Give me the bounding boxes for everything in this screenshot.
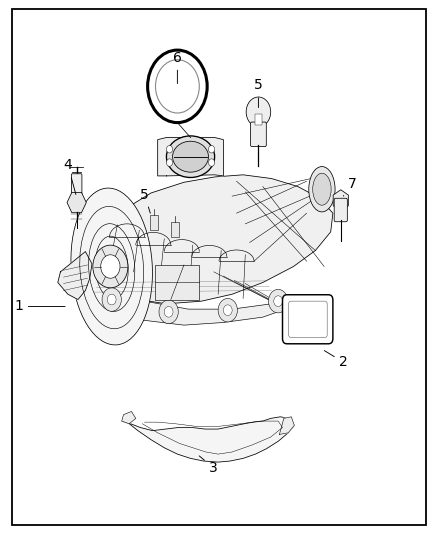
Circle shape <box>223 305 232 316</box>
Text: 3: 3 <box>199 456 218 475</box>
Text: 4: 4 <box>64 158 76 195</box>
Text: 6: 6 <box>173 51 182 84</box>
Text: 2: 2 <box>324 351 348 369</box>
FancyBboxPatch shape <box>289 301 327 337</box>
FancyBboxPatch shape <box>71 174 82 196</box>
FancyBboxPatch shape <box>251 122 266 147</box>
Circle shape <box>166 146 173 153</box>
Polygon shape <box>122 417 294 462</box>
Polygon shape <box>81 274 289 325</box>
Polygon shape <box>122 411 136 424</box>
Circle shape <box>274 296 283 306</box>
Circle shape <box>102 288 121 311</box>
Circle shape <box>208 146 215 153</box>
Text: 1: 1 <box>14 300 65 313</box>
Circle shape <box>164 306 173 317</box>
Circle shape <box>218 298 237 322</box>
Circle shape <box>166 159 173 166</box>
Bar <box>150 215 158 230</box>
Text: 5: 5 <box>254 78 263 108</box>
Ellipse shape <box>313 173 331 205</box>
Circle shape <box>208 159 215 166</box>
Text: 7: 7 <box>343 177 357 196</box>
Circle shape <box>268 289 288 313</box>
FancyBboxPatch shape <box>283 295 333 344</box>
Ellipse shape <box>71 188 152 345</box>
Text: 5: 5 <box>140 188 150 213</box>
Circle shape <box>93 245 128 288</box>
Bar <box>171 222 179 237</box>
Polygon shape <box>79 175 333 304</box>
Bar <box>155 265 199 300</box>
Bar <box>255 114 262 125</box>
Circle shape <box>148 50 207 123</box>
Circle shape <box>107 294 116 305</box>
Polygon shape <box>279 417 294 434</box>
Ellipse shape <box>309 166 335 212</box>
Circle shape <box>246 97 271 127</box>
Polygon shape <box>158 138 223 176</box>
Circle shape <box>155 60 199 113</box>
Ellipse shape <box>166 136 215 177</box>
Circle shape <box>101 255 120 278</box>
Circle shape <box>159 300 178 324</box>
FancyBboxPatch shape <box>334 198 347 222</box>
Ellipse shape <box>173 141 208 172</box>
Polygon shape <box>58 252 92 300</box>
